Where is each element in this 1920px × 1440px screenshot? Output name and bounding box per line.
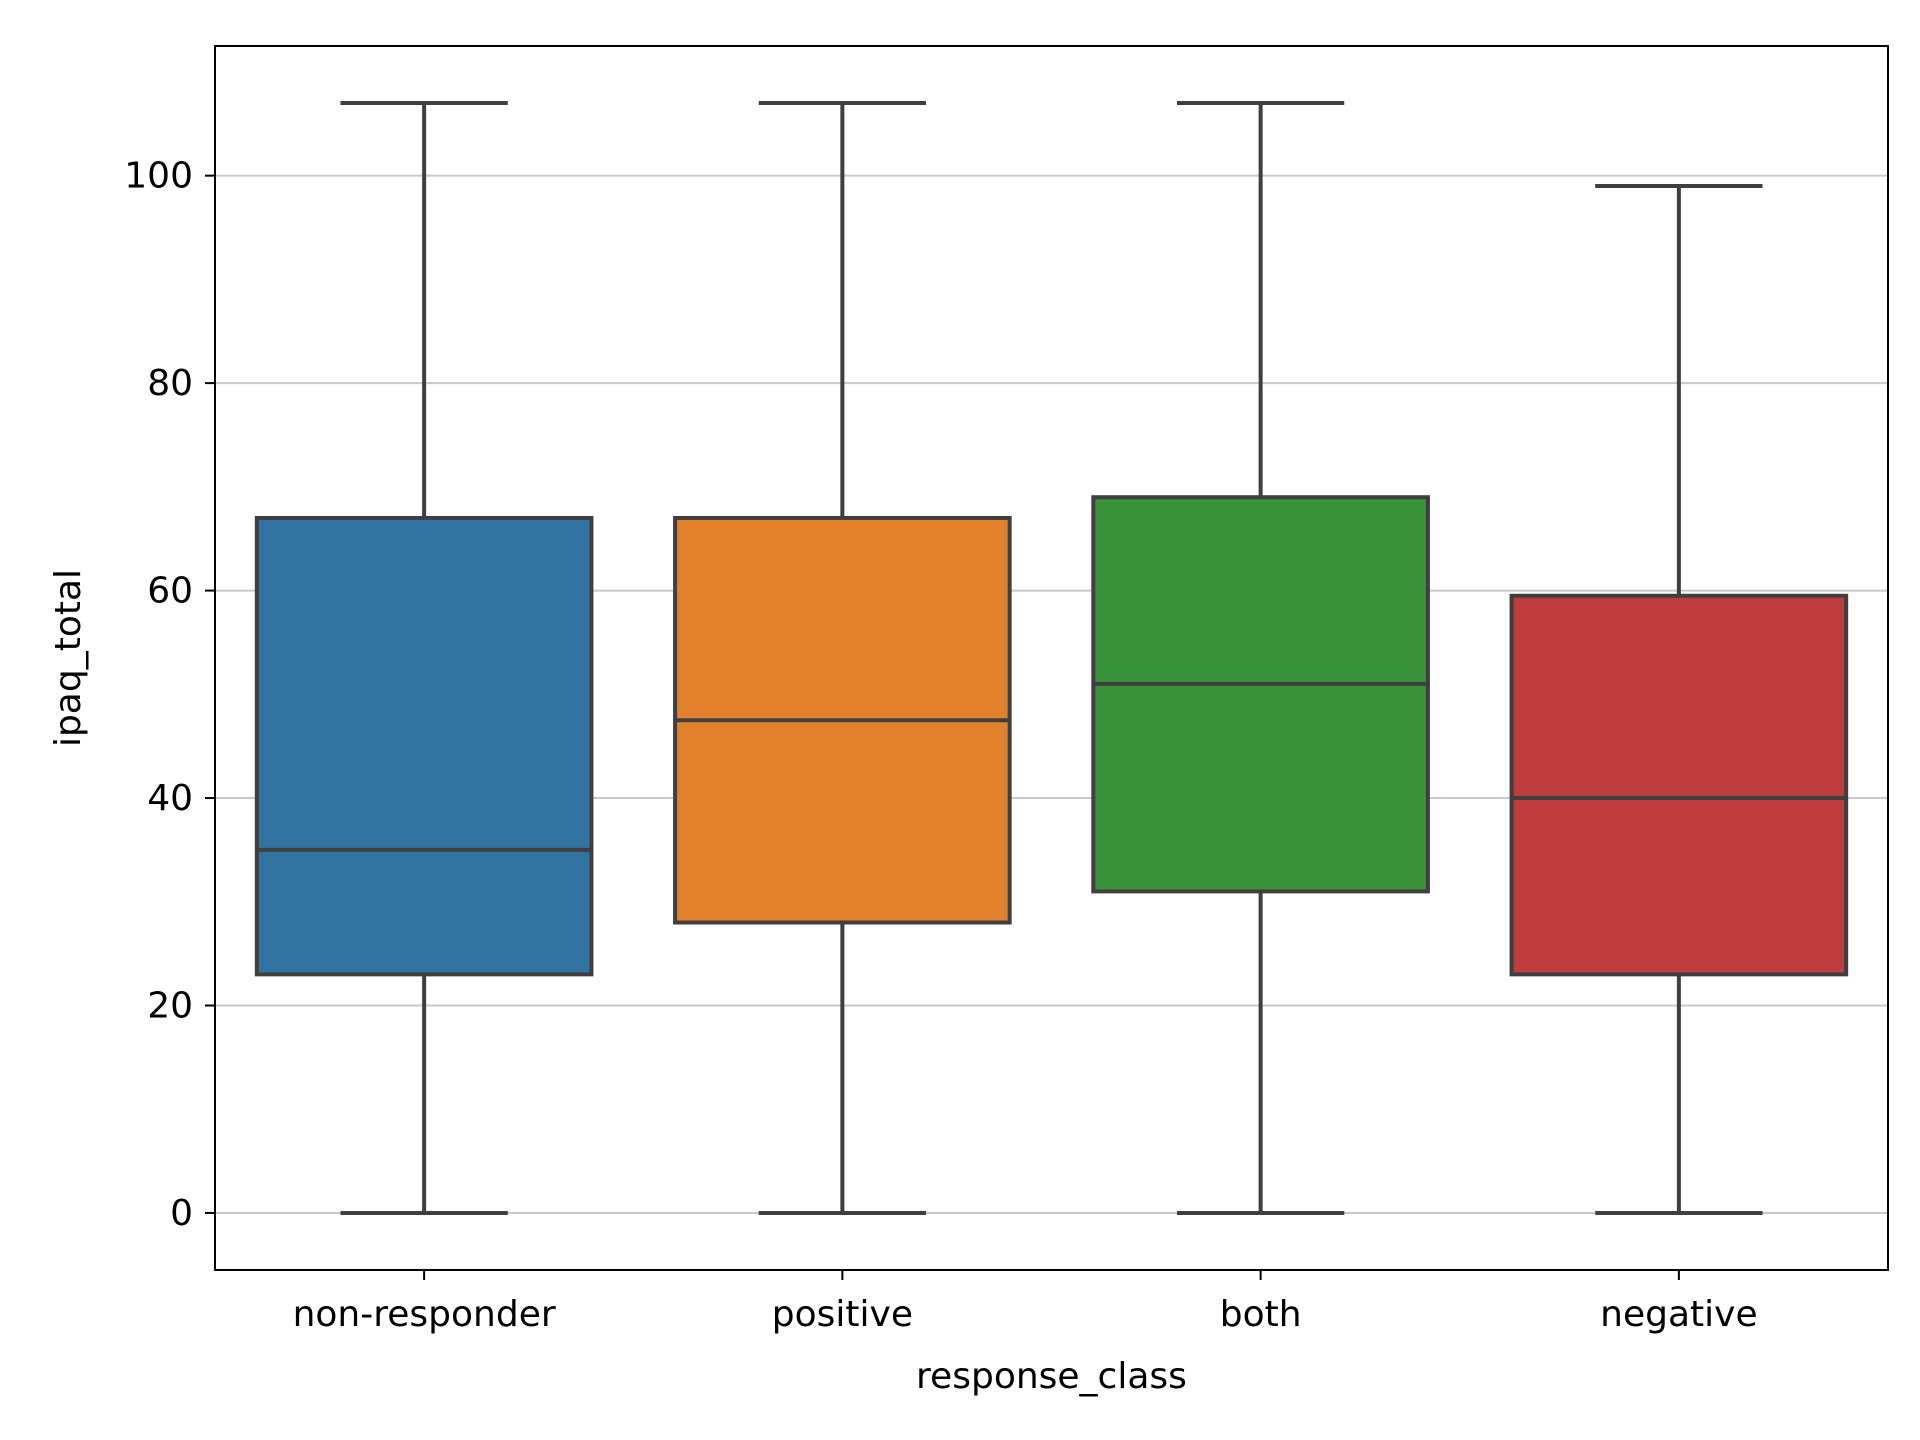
x-tick-label: non-responder xyxy=(293,1294,556,1335)
y-tick-label: 20 xyxy=(147,985,193,1026)
box-iqr xyxy=(254,515,594,977)
y-tick-label: 100 xyxy=(124,156,193,197)
box-series xyxy=(254,101,1849,1215)
box-iqr xyxy=(1091,495,1430,894)
y-tick-label: 80 xyxy=(147,363,193,404)
x-axis: non-responder positive both negative xyxy=(293,1270,1758,1335)
y-axis: 0 20 40 60 80 100 xyxy=(124,156,215,1234)
y-tick-label: 60 xyxy=(147,571,193,612)
x-axis-title: response_class xyxy=(916,1356,1187,1397)
y-tick-label: 40 xyxy=(147,778,193,819)
box-negative xyxy=(1509,184,1849,1215)
x-tick-label: positive xyxy=(772,1294,913,1335)
box-non-responder xyxy=(254,101,594,1215)
box-iqr xyxy=(1509,593,1849,977)
y-tick-label: 0 xyxy=(170,1193,193,1234)
box-both xyxy=(1091,101,1430,1215)
box-positive xyxy=(673,101,1012,1215)
x-tick-label: both xyxy=(1220,1294,1302,1335)
y-axis-title: ipaq_total xyxy=(48,569,89,747)
plot-frame xyxy=(214,45,1889,1271)
x-tick-label: negative xyxy=(1600,1294,1757,1335)
